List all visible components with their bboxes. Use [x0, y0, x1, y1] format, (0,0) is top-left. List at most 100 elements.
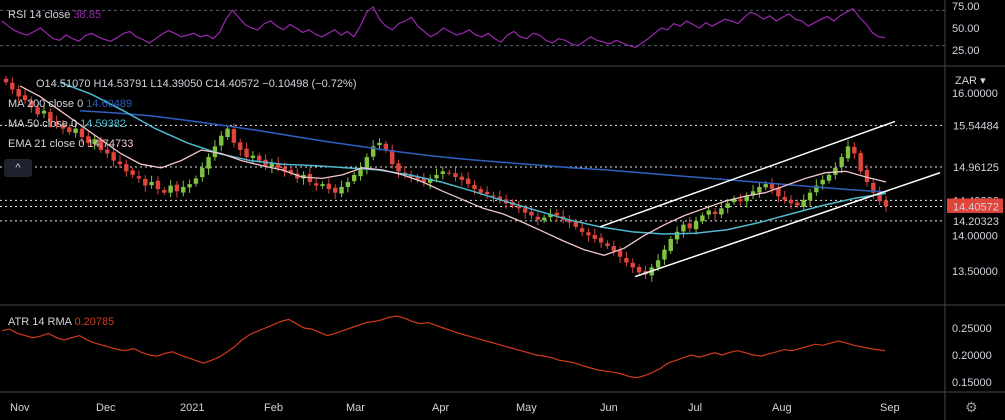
candle — [10, 77, 15, 94]
candle-body — [465, 178, 471, 185]
gear-icon[interactable]: ⚙ — [965, 399, 978, 415]
candle-body — [206, 157, 211, 169]
candle — [288, 167, 294, 176]
candle — [516, 200, 522, 213]
candle-body — [314, 183, 319, 186]
candle-body — [276, 163, 281, 168]
collapse-legend-button[interactable]: ^ — [4, 159, 32, 177]
candle — [364, 153, 370, 175]
candle — [29, 96, 34, 113]
candle — [560, 210, 566, 224]
candle-body — [29, 100, 34, 108]
ma200-legend: MA 200 close 0 14.60489 — [8, 98, 132, 110]
candle — [852, 142, 857, 159]
candle — [389, 144, 395, 169]
candle-body — [516, 206, 522, 209]
candle-body — [598, 237, 604, 243]
candle-body — [383, 143, 389, 150]
candle-body — [788, 199, 794, 204]
candle — [358, 162, 363, 181]
candle-body — [415, 176, 420, 180]
candle-body — [731, 198, 737, 203]
candle-body — [92, 139, 97, 145]
candle — [807, 188, 813, 207]
candle — [187, 179, 192, 193]
candle-body — [706, 210, 711, 215]
candle-body — [86, 136, 91, 143]
atr-title: ATR 14 RMA — [8, 316, 72, 328]
candle — [79, 124, 85, 144]
candle-body — [364, 157, 370, 169]
candle-body — [852, 146, 857, 154]
candle — [396, 159, 401, 178]
candle-body — [434, 174, 439, 179]
candle — [124, 159, 129, 177]
candle — [136, 170, 142, 183]
ma200-line — [79, 110, 887, 193]
candle-body — [459, 176, 465, 180]
candle-body — [687, 223, 692, 229]
candle — [630, 258, 635, 273]
ohlc-values: O14.51070 H14.53791 L14.39050 C14.40572 … — [36, 78, 357, 90]
candle-body — [143, 178, 148, 186]
x-tick-label: Dec — [96, 402, 116, 414]
candle — [693, 216, 699, 235]
ma200-label: MA 200 close 0 — [8, 98, 84, 110]
candle-body — [124, 164, 129, 172]
price-level-label: 14.96125 — [953, 162, 999, 174]
candle-body — [864, 170, 870, 182]
candle-body — [155, 180, 161, 190]
candle-body — [41, 110, 47, 114]
candle — [446, 169, 452, 176]
atr-line — [1, 315, 886, 379]
candle-body — [782, 197, 787, 200]
atr-tick-label: 0.25000 — [952, 323, 992, 335]
x-tick-label: Jun — [600, 402, 618, 414]
price-level-label: 15.54484 — [953, 120, 999, 132]
candle-body — [807, 192, 813, 201]
candle-body — [48, 112, 53, 122]
candle — [719, 202, 724, 219]
candle — [529, 205, 534, 220]
candle-body — [231, 129, 237, 143]
ema21-line — [19, 85, 887, 256]
candle-body — [377, 142, 382, 146]
price-tick-label: 16.00000 — [952, 88, 998, 100]
candle — [440, 166, 446, 180]
candle — [383, 140, 389, 153]
candle-body — [10, 82, 15, 90]
candle-body — [358, 167, 363, 177]
candle-body — [662, 249, 667, 260]
price-tick-label: 13.50000 — [952, 266, 998, 278]
candle — [149, 175, 154, 189]
candle-body — [320, 184, 325, 186]
rsi-tick-label: 50.00 — [952, 23, 980, 35]
currency-selector[interactable]: ZAR ▾ — [955, 74, 986, 87]
candle-body — [839, 157, 844, 167]
candle-body — [763, 184, 768, 188]
candle-body — [877, 192, 882, 202]
candle-body — [757, 186, 762, 193]
candle — [497, 190, 503, 204]
candle-body — [700, 215, 705, 222]
candle — [174, 181, 180, 198]
candle-body — [814, 185, 819, 193]
candle — [130, 167, 135, 178]
candle-body — [193, 178, 199, 184]
candle — [668, 236, 673, 254]
candle-body — [408, 175, 414, 178]
candle — [345, 177, 351, 193]
candle-body — [592, 234, 597, 239]
candle-body — [617, 250, 623, 257]
candle — [605, 240, 610, 249]
candle-body — [326, 183, 332, 190]
candle — [244, 142, 249, 161]
candle — [193, 175, 199, 187]
candle — [788, 195, 794, 209]
candle — [826, 172, 832, 184]
candle-body — [244, 148, 249, 158]
candle-body — [845, 146, 851, 159]
candle-body — [130, 170, 135, 175]
candle — [541, 214, 547, 224]
